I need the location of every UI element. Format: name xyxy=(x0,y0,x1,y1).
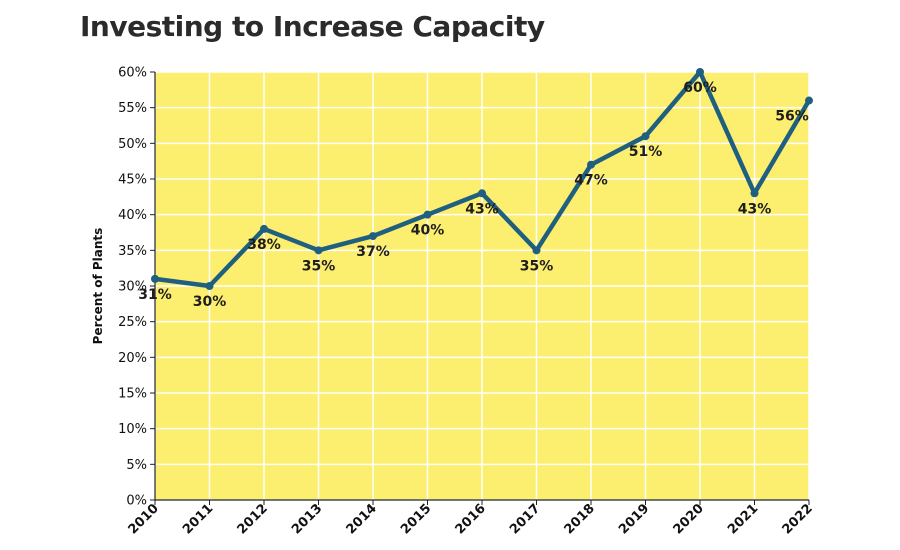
data-label: 37% xyxy=(356,244,390,260)
data-point xyxy=(805,96,813,105)
data-point xyxy=(532,246,541,255)
data-label: 60% xyxy=(683,80,717,96)
x-tick-label: 2022 xyxy=(780,501,816,537)
data-point xyxy=(750,189,759,198)
data-label: 35% xyxy=(520,258,554,274)
data-label: 51% xyxy=(629,144,663,160)
data-point xyxy=(641,132,650,141)
data-point xyxy=(151,274,159,283)
y-tick-label: 30% xyxy=(118,280,147,295)
x-axis-ticks: 2010 2011 2012 2013 2014 2015 2016 2017 2018 2019… xyxy=(126,500,816,537)
y-tick-label: 35% xyxy=(118,244,147,259)
data-point xyxy=(205,282,214,290)
y-tick-label: 15% xyxy=(118,387,147,402)
y-axis-label: Percent of Plants xyxy=(91,228,105,345)
y-tick-label: 40% xyxy=(118,208,147,223)
x-tick-label: 2020 xyxy=(671,501,707,537)
y-tick-label: 50% xyxy=(118,137,147,152)
data-point xyxy=(369,232,377,241)
x-tick-label: 2019 xyxy=(616,501,652,537)
y-tick-label: 55% xyxy=(118,101,147,116)
data-label: 47% xyxy=(574,173,608,189)
data-label: 40% xyxy=(411,223,445,239)
y-tick-label: 45% xyxy=(118,173,147,188)
data-labels: 31% 30% 38% 35% 37% 40% 43% 35% 47% 51% 60% 43% 56% xyxy=(138,80,809,310)
y-tick-label: 25% xyxy=(118,315,147,330)
data-point xyxy=(478,189,486,198)
data-point xyxy=(260,224,268,233)
x-tick-label: 2014 xyxy=(344,501,380,537)
data-points xyxy=(151,68,813,290)
data-label: 35% xyxy=(302,258,336,274)
x-tick-label: 2012 xyxy=(235,501,271,537)
data-label: 56% xyxy=(775,109,809,125)
data-label: 38% xyxy=(247,237,281,253)
data-label: 43% xyxy=(465,201,499,217)
x-tick-label: 2015 xyxy=(398,501,434,537)
y-tick-label: 20% xyxy=(118,351,147,366)
data-label: 30% xyxy=(193,294,227,310)
x-tick-label: 2013 xyxy=(289,501,325,537)
data-point xyxy=(314,246,323,255)
x-tick-label: 2011 xyxy=(180,501,216,537)
y-axis-ticks: 0% 5% 10% 15% 20% 25% 30% 35% 40% 45% 50% 55% 60% xyxy=(118,66,155,509)
data-point xyxy=(587,160,595,169)
gridlines xyxy=(154,71,810,501)
x-tick-label: 2021 xyxy=(725,501,761,537)
data-label: 31% xyxy=(138,287,172,303)
data-point xyxy=(696,68,704,76)
data-label: 43% xyxy=(738,201,772,217)
data-point xyxy=(423,210,432,219)
chart-title: Investing to Increase Capacity xyxy=(80,10,545,43)
y-tick-label: 10% xyxy=(118,422,147,437)
x-tick-label: 2018 xyxy=(562,501,598,537)
x-tick-label: 2017 xyxy=(507,501,543,537)
y-tick-label: 5% xyxy=(126,458,147,473)
y-tick-label: 60% xyxy=(118,66,147,81)
x-tick-label: 2016 xyxy=(453,501,489,537)
y-tick-label: 0% xyxy=(126,494,147,509)
